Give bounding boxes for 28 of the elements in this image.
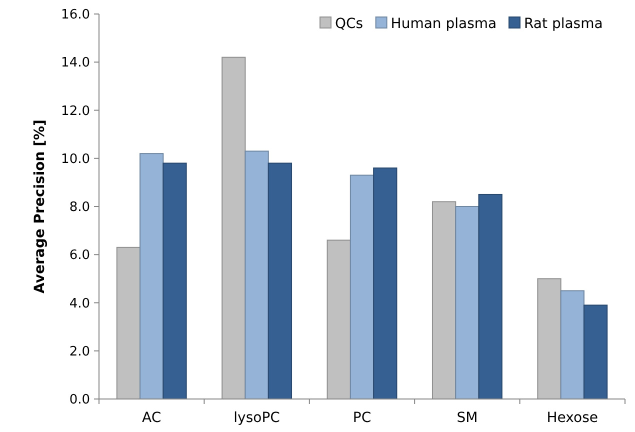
bar: [478, 194, 502, 400]
y-tick-label: 8.0: [69, 200, 90, 216]
y-tick-label: 14.0: [61, 56, 90, 71]
legend-label: Human plasma: [390, 16, 497, 32]
y-tick-label: 10.0: [61, 152, 90, 167]
bar: [560, 290, 584, 400]
bar: [350, 174, 374, 400]
y-tick-label: 6.0: [69, 248, 90, 264]
bar: [268, 162, 292, 400]
legend-label: Rat plasma: [524, 16, 603, 32]
bar: [583, 304, 608, 400]
x-tick-label: AC: [142, 410, 162, 426]
bar: [373, 168, 398, 400]
legend-label: QCs: [335, 16, 364, 32]
x-tick-label: Hexose: [546, 410, 598, 426]
y-tick-label: 16.0: [61, 8, 90, 23]
x-tick-label: SM: [456, 410, 478, 426]
x-tick-label: PC: [352, 410, 372, 426]
y-tick-label: 0.0: [69, 392, 90, 408]
y-tick-label: 2.0: [69, 344, 90, 360]
y-axis-title: Average Precision [%]: [32, 120, 48, 294]
y-tick-label: 4.0: [69, 296, 90, 312]
bar: [244, 150, 269, 400]
bar: [455, 206, 480, 400]
bar: [162, 162, 187, 400]
y-tick-label: 12.0: [61, 104, 90, 119]
x-tick-label: lysoPC: [234, 410, 280, 426]
bar: [140, 153, 164, 400]
